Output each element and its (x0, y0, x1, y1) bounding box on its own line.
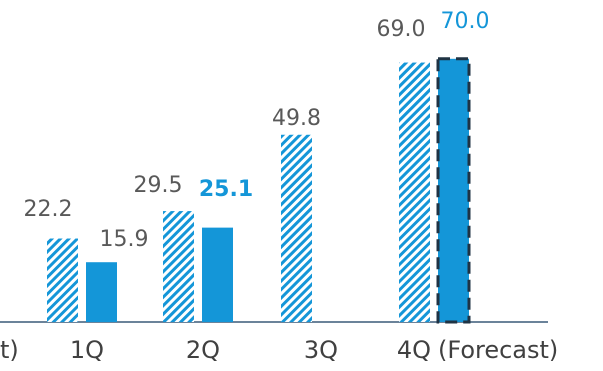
value-label-hatched-4q: 69.0 (377, 17, 426, 42)
value-label-solid-1q: 15.9 (100, 227, 149, 252)
category-labels-group: t) 1Q 2Q 3Q 4Q (Forecast) (0, 336, 558, 364)
category-label-4q: 4Q (397, 336, 431, 364)
category-label-cut-off: t) (0, 336, 19, 364)
value-labels-group: 22.2 29.5 49.8 69.0 15.9 25.1 70.0 (24, 9, 490, 252)
bars-group (47, 57, 471, 324)
hatched-bar-3q (281, 134, 312, 322)
category-label-2q: 2Q (186, 336, 220, 364)
value-label-hatched-2q: 29.5 (134, 173, 183, 198)
category-label-3q: 3Q (304, 336, 338, 364)
value-label-hatched-3q: 49.8 (272, 106, 321, 131)
solid-bar-1q (86, 262, 117, 322)
value-label-solid-2q: 25.1 (199, 177, 253, 202)
hatched-bar-1q (47, 238, 78, 322)
value-label-solid-4q: 70.0 (441, 9, 490, 34)
hatched-bar-4q (399, 62, 430, 323)
category-label-forecast: (Forecast) (438, 336, 558, 364)
hatched-bar-2q (163, 211, 194, 322)
value-label-hatched-1q: 22.2 (24, 197, 73, 222)
solid-bar-2q (202, 227, 233, 322)
category-label-1q: 1Q (70, 336, 104, 364)
solid-bar-4q (436, 57, 471, 324)
